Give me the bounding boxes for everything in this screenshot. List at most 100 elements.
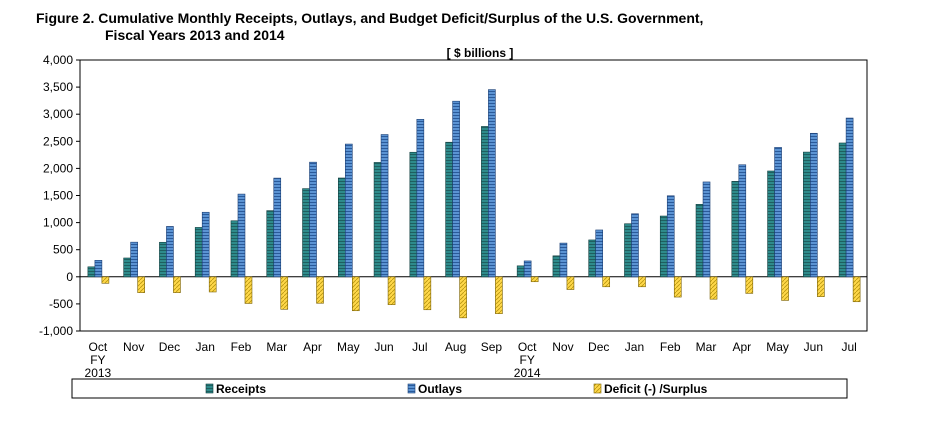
deficit-bar <box>602 276 611 288</box>
y-tick-label: 2,500 <box>43 134 73 148</box>
receipts-bar <box>588 239 597 278</box>
receipts-bar <box>659 215 668 278</box>
legend-swatch <box>593 383 602 394</box>
x-axis: Oct Nov Dec Jan Feb Mar Apr May Jun Jul Aug Sep Oct N… <box>85 340 857 380</box>
deficit-bar <box>709 276 718 300</box>
title-line-2: Fiscal Years 2013 and 2014 <box>105 27 285 43</box>
legend: Receipts Outlays Deficit (-) /Surplus <box>71 378 848 399</box>
deficit-bar <box>244 276 253 304</box>
outlays-bar <box>738 164 747 278</box>
outlays-bar <box>237 193 246 278</box>
receipts-bar <box>302 188 310 278</box>
x-sublabel: FY <box>519 353 534 367</box>
outlays-bar <box>488 89 496 278</box>
x-tick-label: Apr <box>303 340 322 354</box>
y-tick-label: 4,000 <box>43 53 73 67</box>
legend-label: Deficit (-) /Surplus <box>604 382 708 396</box>
receipts-bar <box>838 142 847 278</box>
y-tick-label: 1,500 <box>43 189 73 203</box>
outlays-bar <box>845 117 854 278</box>
outlays-bar <box>380 134 389 278</box>
figure-title: Figure 2. Cumulative Monthly Receipts, O… <box>36 10 703 44</box>
legend-label: Outlays <box>418 382 462 396</box>
receipts-bar <box>337 177 346 278</box>
outlays-bar <box>702 181 711 278</box>
x-tick-label: Apr <box>732 340 751 354</box>
outlays-bar <box>94 260 103 278</box>
deficit-bar <box>280 276 289 310</box>
receipts-bar <box>695 204 704 278</box>
x-tick-label: Jan <box>196 340 215 354</box>
outlays-bar <box>166 226 174 278</box>
deficit-bar <box>208 276 217 293</box>
receipts-bar <box>87 266 96 278</box>
deficit-bar <box>673 276 682 298</box>
deficit-bar <box>387 276 396 306</box>
y-tick-label: -500 <box>49 297 73 311</box>
deficit-bar <box>495 276 503 314</box>
y-tick-label: 1,000 <box>43 216 73 230</box>
legend-label: Receipts <box>216 382 266 396</box>
y-tick-label: 3,500 <box>43 80 73 94</box>
receipts-bar <box>373 162 382 278</box>
legend-swatch <box>205 383 214 394</box>
bars <box>87 89 861 319</box>
receipts-bar <box>803 151 811 278</box>
legend-box <box>71 378 848 399</box>
x-tick-label: Nov <box>552 340 573 354</box>
deficit-bar <box>351 276 360 312</box>
outlays-bar <box>666 195 675 278</box>
deficit-bar <box>745 276 754 294</box>
y-tick-label: 0 <box>66 270 73 284</box>
x-tick-label: Jun <box>804 340 823 354</box>
x-tick-label: Jan <box>625 340 644 354</box>
x-tick-label: Oct <box>518 340 537 354</box>
outlays-bar <box>559 242 568 278</box>
y-tick-label: 3,000 <box>43 107 73 121</box>
deficit-bar <box>101 276 110 284</box>
legend-swatch <box>407 383 416 394</box>
outlays-bar <box>273 177 282 278</box>
outlays-bar <box>452 100 460 278</box>
outlays-bar <box>130 241 138 278</box>
deficit-bar <box>459 276 467 319</box>
receipts-bar <box>767 170 775 278</box>
x-tick-label: Dec <box>588 340 609 354</box>
receipts-bar <box>409 151 418 278</box>
x-tick-label: Feb <box>231 340 252 354</box>
outlays-bar <box>309 161 317 278</box>
outlays-bar <box>774 147 782 278</box>
x-sublabel: 2013 <box>85 366 112 380</box>
deficit-bar <box>530 276 539 283</box>
y-tick-label: -1,000 <box>39 324 73 338</box>
receipts-bar <box>123 257 131 278</box>
deficit-bar <box>423 276 432 311</box>
x-tick-label: Feb <box>660 340 681 354</box>
x-tick-label: Oct <box>89 340 108 354</box>
receipts-bar <box>445 141 453 278</box>
outlays-bar <box>810 132 818 278</box>
unit-label: [ $ billions ] <box>447 46 514 60</box>
receipts-bar <box>481 126 489 278</box>
outlays-bar <box>201 211 210 278</box>
x-tick-label: Mar <box>696 340 717 354</box>
x-tick-label: Nov <box>123 340 144 354</box>
receipts-bar <box>731 181 740 278</box>
receipts-bar <box>194 227 203 278</box>
outlays-bar <box>523 260 532 278</box>
receipts-bar <box>230 220 239 278</box>
outlays-bar <box>416 118 425 278</box>
deficit-bar <box>852 276 861 303</box>
outlays-bar <box>631 213 639 278</box>
y-tick-label: 500 <box>53 243 73 257</box>
deficit-bar <box>173 276 181 293</box>
deficit-bar <box>137 276 145 293</box>
deficit-bar <box>316 276 324 304</box>
x-tick-label: Sep <box>481 340 503 354</box>
y-tick-label: 2,000 <box>43 161 73 175</box>
deficit-bar <box>781 276 789 301</box>
receipts-bar <box>552 255 561 278</box>
outlays-bar <box>344 143 353 278</box>
deficit-bar <box>638 276 646 288</box>
